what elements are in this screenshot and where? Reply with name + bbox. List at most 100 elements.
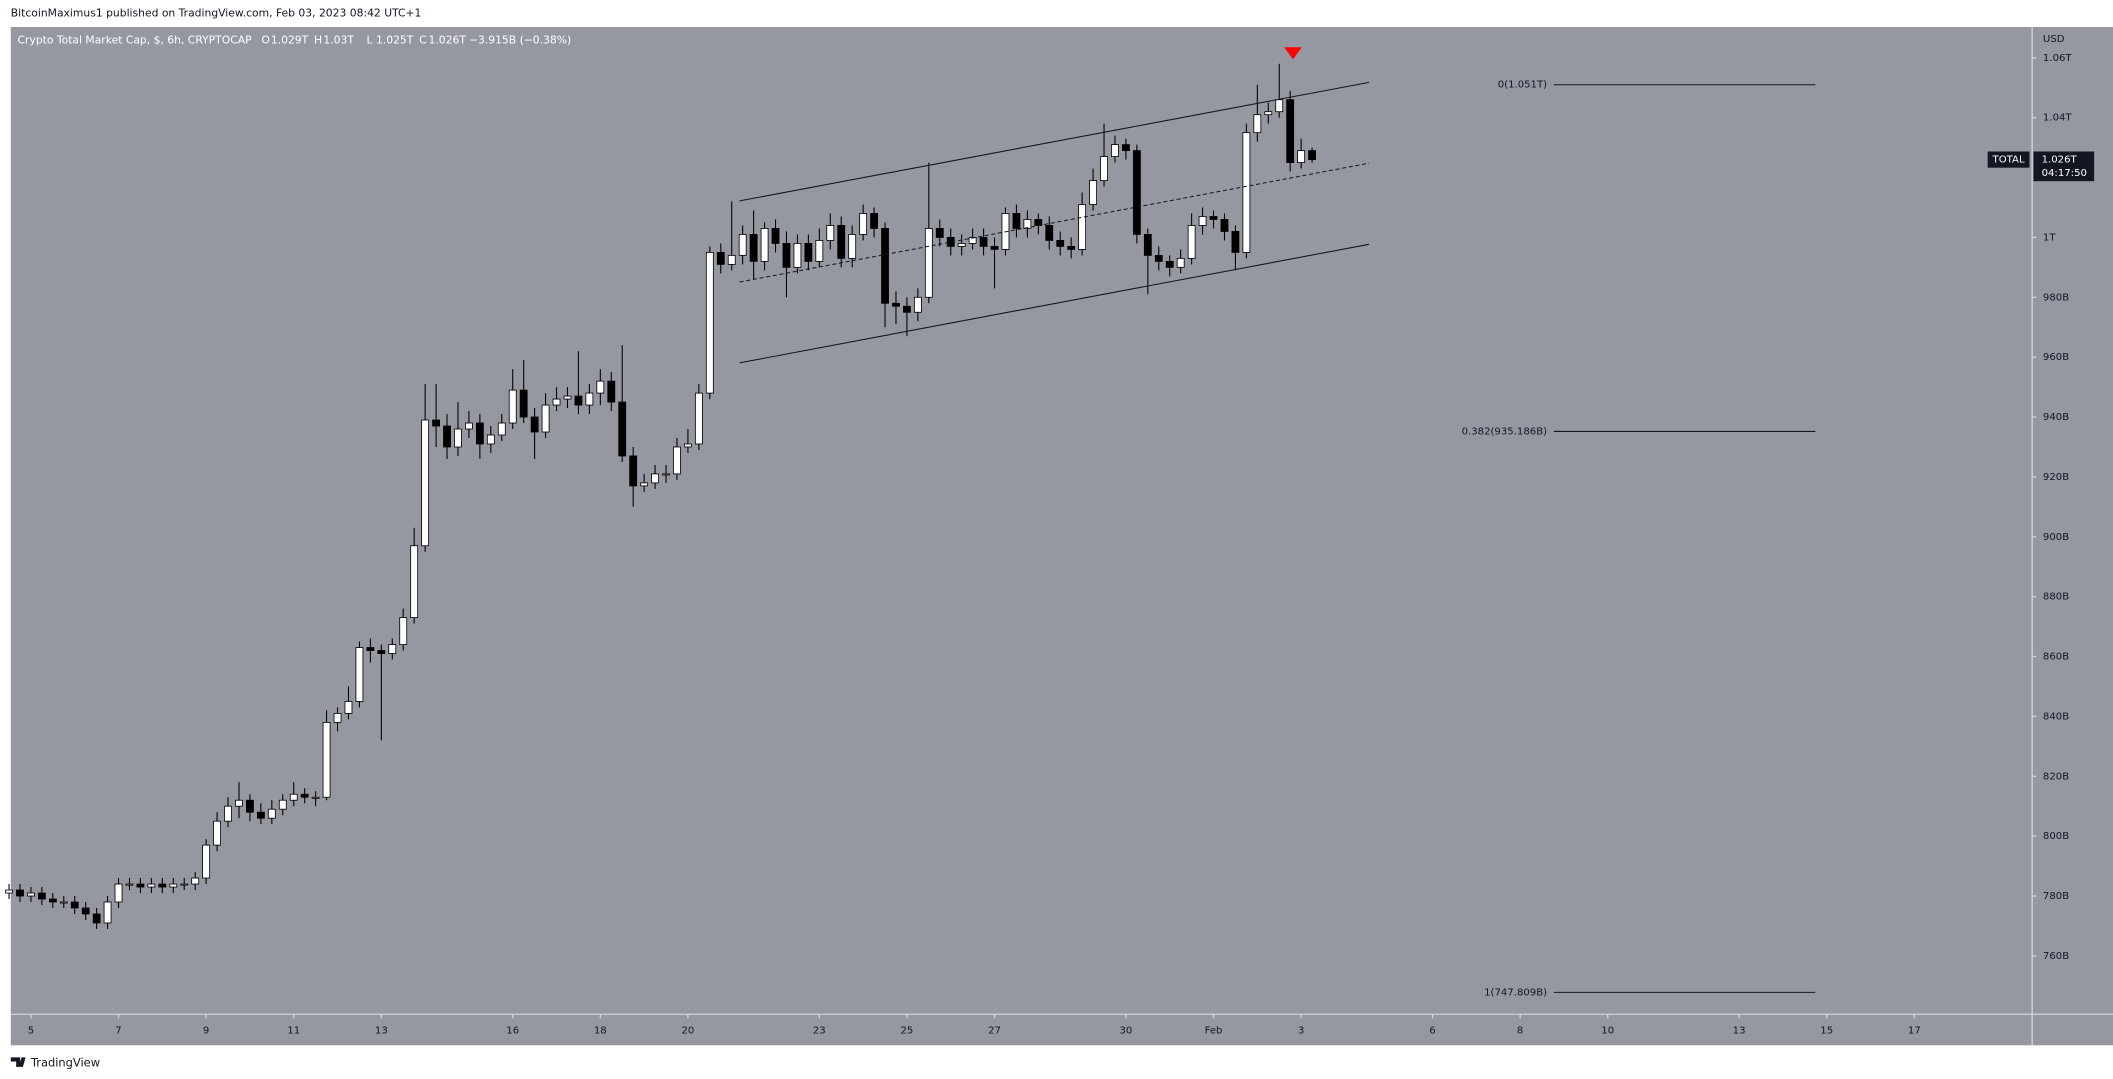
candle-body <box>1089 180 1097 205</box>
x-tick-label: 6 <box>1429 1025 1435 1036</box>
candle-body <box>782 243 791 268</box>
candle-body <box>1198 216 1207 226</box>
candle-body <box>563 395 572 400</box>
price-tag-bg <box>2033 151 2095 182</box>
candle-body <box>618 401 627 457</box>
x-tick-label: 5 <box>28 1025 34 1036</box>
candle-body <box>421 419 430 547</box>
candle-body <box>355 647 364 702</box>
x-tick-label: 25 <box>900 1025 913 1036</box>
candle-body <box>191 877 200 885</box>
plot-background <box>10 26 2113 1046</box>
candle-body <box>870 213 878 229</box>
channel-line <box>739 162 1370 283</box>
candle-body <box>410 545 419 619</box>
candle-body <box>804 243 813 262</box>
candle-body <box>892 302 900 307</box>
x-tick-label: 13 <box>1733 1025 1746 1036</box>
candle-body <box>1209 216 1218 220</box>
candle-body <box>475 422 484 445</box>
candle-body <box>1111 144 1119 158</box>
candle-body <box>202 844 211 879</box>
candle-body <box>913 296 922 313</box>
candle-body <box>300 793 309 798</box>
candle-body <box>114 883 123 903</box>
candle-body <box>1023 219 1032 229</box>
ohlc-key: O <box>261 33 269 46</box>
x-tick-label: 20 <box>681 1025 694 1036</box>
candle-body <box>48 898 57 903</box>
candle-body <box>278 799 287 810</box>
candle-body <box>848 234 857 259</box>
candle-body <box>1264 111 1273 116</box>
candle-body <box>311 796 320 799</box>
x-tick-label: 13 <box>375 1025 388 1036</box>
candle-body <box>377 650 386 654</box>
candle-body <box>1132 150 1141 235</box>
candle-body <box>640 482 649 487</box>
candle-body <box>979 237 988 247</box>
y-tick-label: 880B <box>2043 592 2069 603</box>
published-note: BitcoinMaximus1 published on TradingView… <box>11 6 422 19</box>
candle-body <box>147 883 156 888</box>
x-tick-label: 23 <box>813 1025 826 1036</box>
candle-body <box>1078 204 1087 250</box>
candle-body <box>1242 132 1251 253</box>
y-tick-label: 1.06T <box>2043 53 2072 64</box>
candle-body <box>235 799 243 807</box>
candle-body <box>1187 225 1196 259</box>
currency-label: USD <box>2043 34 2065 45</box>
y-tick-label: 780B <box>2043 891 2069 902</box>
candle-body <box>267 808 276 819</box>
candle-body <box>1056 240 1065 247</box>
candle-body <box>727 254 736 265</box>
candle-body <box>935 228 944 238</box>
candle-body <box>837 225 846 259</box>
y-tick-label: 840B <box>2043 711 2069 722</box>
candle-body <box>760 228 769 262</box>
candle-body <box>651 473 659 484</box>
y-tick-label: 1.04T <box>2043 113 2072 124</box>
candle-body <box>738 234 747 256</box>
candle-body <box>552 398 561 406</box>
ohlc-value: 1.029T <box>271 33 309 46</box>
candle-body <box>180 883 189 886</box>
x-tick-label: Feb <box>1205 1025 1223 1036</box>
candle-body <box>432 419 440 427</box>
candle-body <box>1122 144 1130 152</box>
ohlc-value: 1.025T <box>376 33 414 46</box>
x-tick-label: 16 <box>506 1025 519 1036</box>
candle-body <box>366 647 375 651</box>
price-tag-value: 1.026T <box>2042 155 2078 166</box>
y-tick-label: 800B <box>2043 831 2069 842</box>
ohlc-legend: O 1.029T H 1.03T L 1.025T C 1.026T −3.915B (−0.3… <box>261 33 571 46</box>
candle-body <box>957 243 966 247</box>
candle-body <box>815 240 824 262</box>
candle-body <box>1286 99 1295 163</box>
candle-body <box>1275 99 1284 113</box>
sell-signal-arrow <box>1284 47 1302 60</box>
x-tick-label: 30 <box>1119 1025 1132 1036</box>
y-tick-label: 980B <box>2043 292 2069 303</box>
ohlc-key: L <box>367 33 373 46</box>
candle-body <box>70 901 79 909</box>
candle-body <box>1154 254 1163 262</box>
candle-body <box>344 701 353 714</box>
candle-body <box>585 392 594 406</box>
candle-body <box>256 811 265 819</box>
candle-body <box>541 404 550 433</box>
y-tick-label: 920B <box>2043 472 2069 483</box>
candle-body <box>388 644 397 654</box>
y-tick-label: 820B <box>2043 771 2069 782</box>
candle-body <box>1034 219 1043 226</box>
candle-body <box>793 243 802 268</box>
ohlc-key: H <box>314 33 322 46</box>
candle-body <box>1165 260 1174 268</box>
fib-label: 0.382(935.186B) <box>1462 426 1548 437</box>
candle-body <box>1231 231 1240 253</box>
candle-body <box>92 913 101 924</box>
x-tick-label: 18 <box>594 1025 607 1036</box>
candle-body <box>454 428 462 448</box>
candle-body <box>574 395 583 406</box>
candle-body <box>158 883 167 888</box>
